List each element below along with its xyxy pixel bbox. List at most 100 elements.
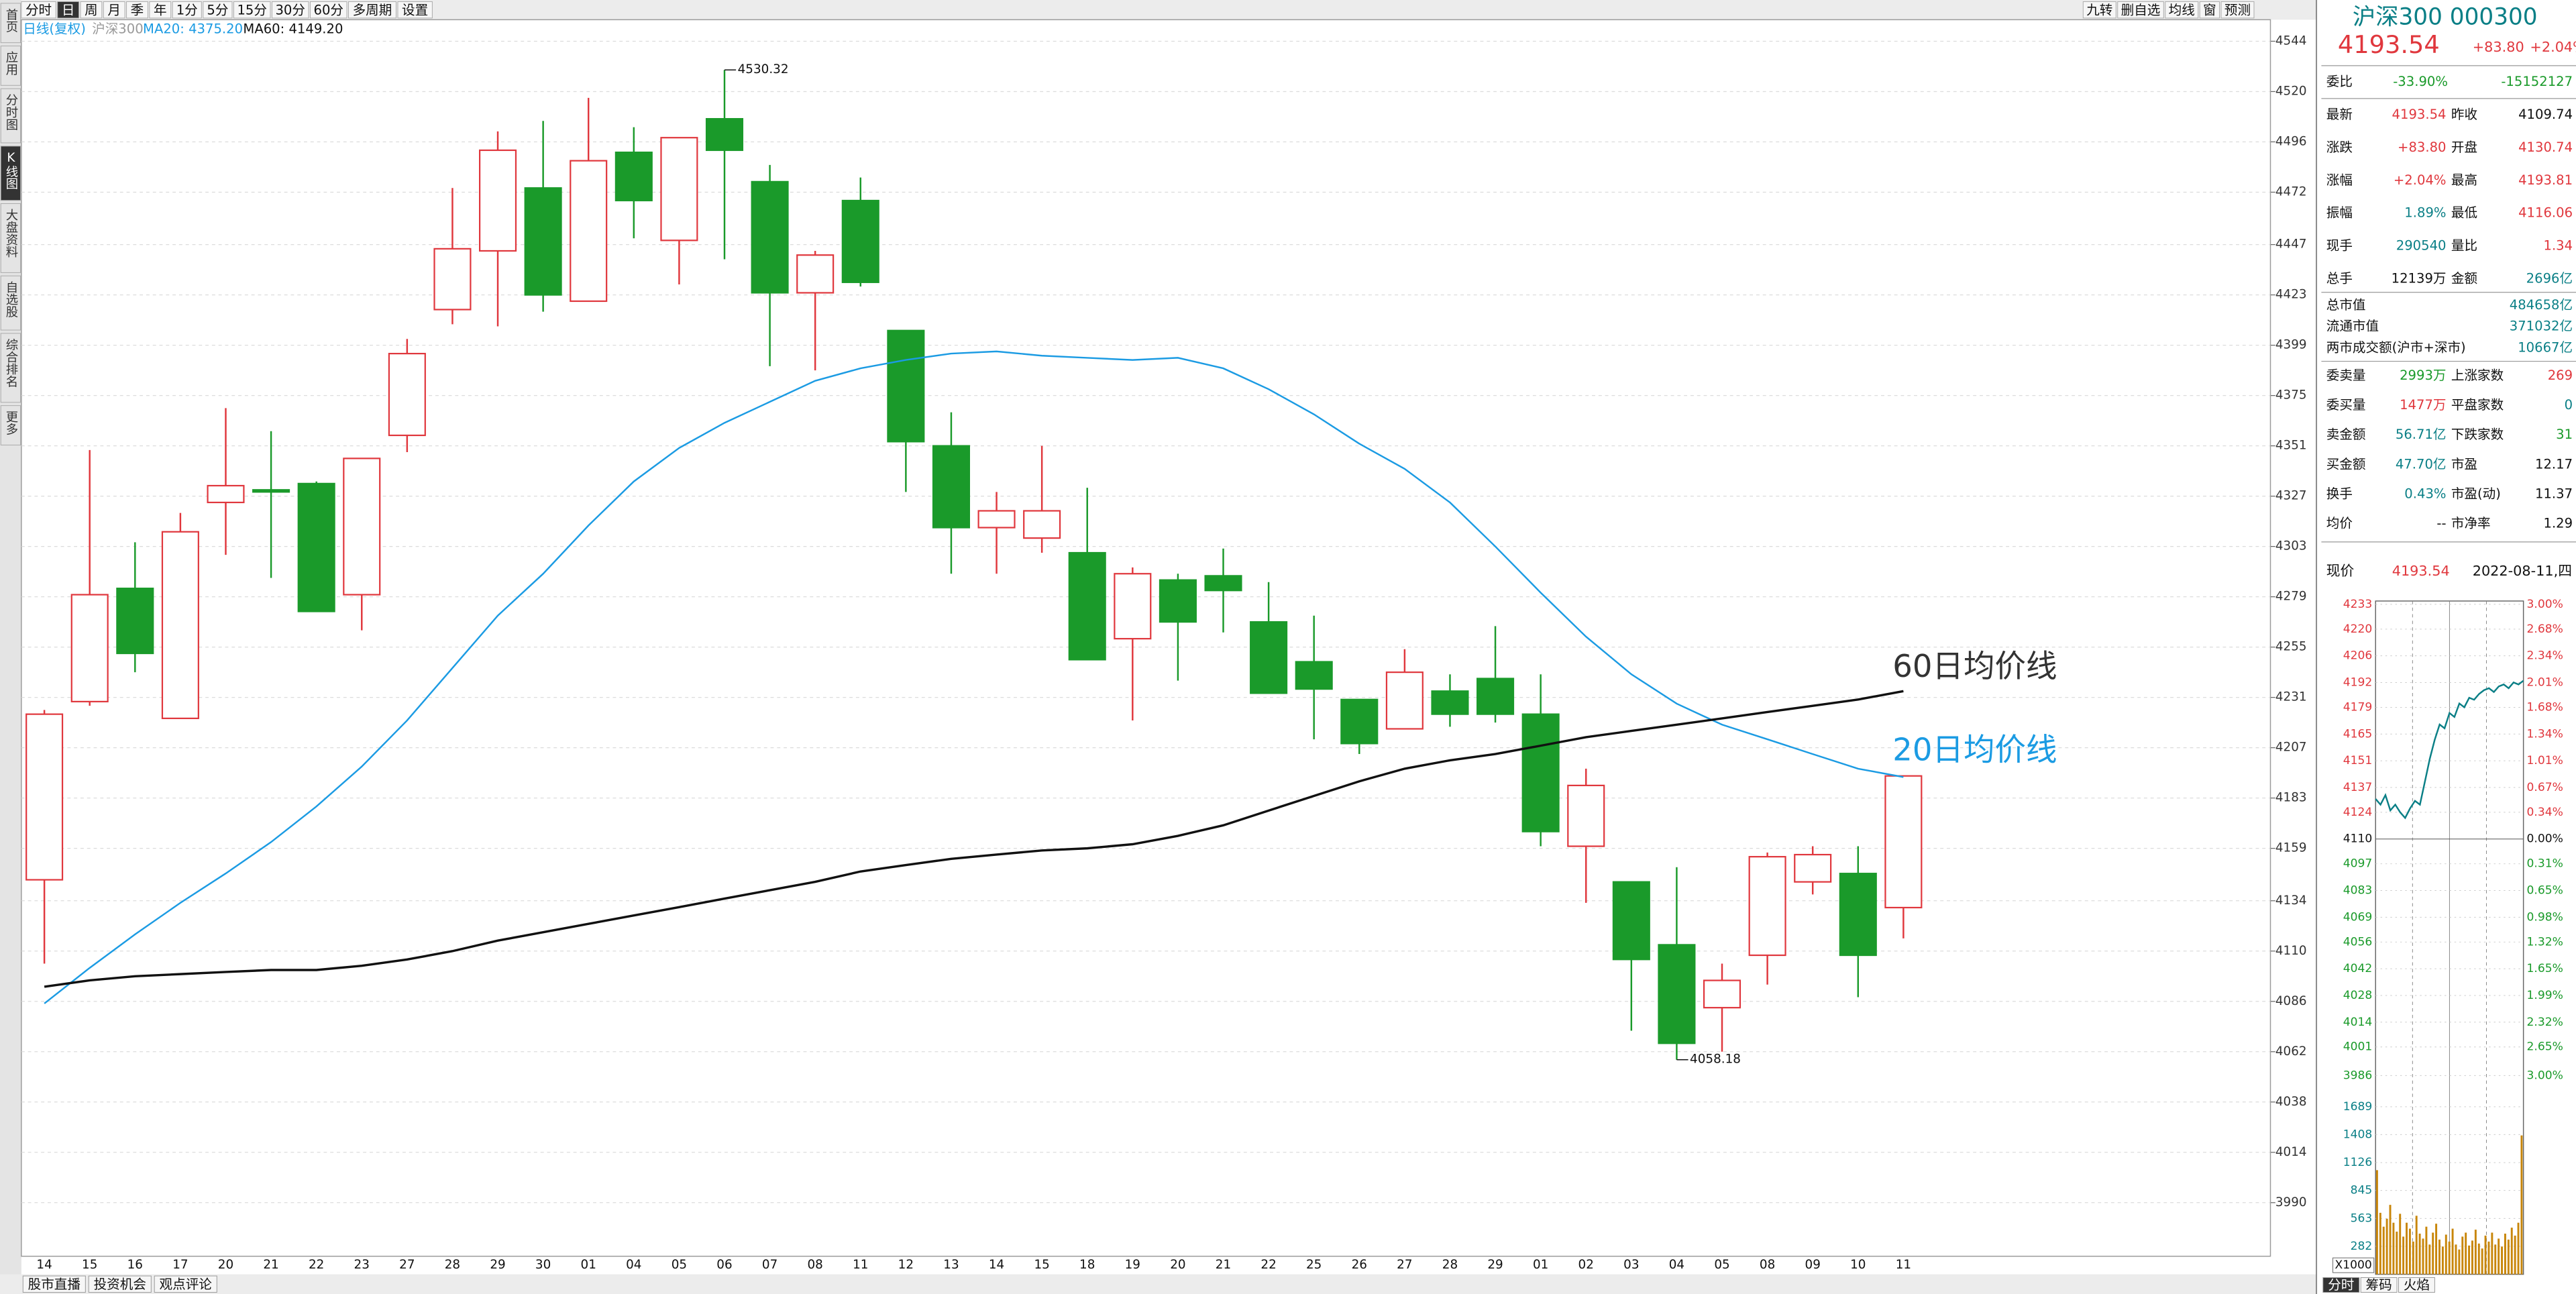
x-tick-label: 14 — [989, 1258, 1004, 1272]
intraday-pct-label: 3.00% — [2527, 598, 2563, 611]
quote-value: 31 — [2556, 427, 2573, 442]
bottom-tab[interactable] — [154, 1275, 217, 1293]
toolbar-button[interactable] — [57, 1, 80, 19]
toolbar-button[interactable] — [103, 1, 125, 19]
candle-body — [1068, 551, 1106, 661]
sidebar-tab[interactable] — [0, 146, 21, 201]
x-tick-label: 01 — [581, 1258, 596, 1272]
toolbar-button[interactable] — [2220, 1, 2255, 19]
toolbar-label[interactable]: 九转 — [2086, 2, 2112, 17]
intraday-pct-label: 0.00% — [2527, 832, 2563, 846]
chart-frame — [21, 19, 2271, 1257]
quote-value: 4193.81 — [2518, 172, 2573, 188]
toolbar-button[interactable] — [2165, 1, 2199, 19]
quote-value: 2993万 — [2400, 368, 2446, 383]
toolbar-button[interactable] — [233, 1, 271, 19]
x-tick-label: 25 — [1306, 1258, 1322, 1272]
quote-tab[interactable] — [2360, 1277, 2398, 1293]
toolbar-label[interactable]: 30分 — [275, 2, 305, 17]
min-label: 4058.18 — [1690, 1053, 1741, 1067]
volume-bar — [2517, 1222, 2520, 1275]
quote-tab[interactable] — [2322, 1277, 2360, 1293]
bottom-tab-label[interactable]: 股市直播 — [28, 1277, 81, 1292]
toolbar-label[interactable]: 设置 — [402, 2, 428, 17]
candle-body — [1703, 979, 1741, 1009]
toolbar-button[interactable] — [203, 1, 233, 19]
sidebar-tab[interactable] — [0, 405, 21, 445]
toolbar-label[interactable]: 60分 — [313, 2, 343, 17]
volume-bar — [2455, 1244, 2457, 1275]
quote-value: 1.29 — [2543, 515, 2573, 531]
intraday-tick-label: 4124 — [2343, 806, 2373, 819]
toolbar-button[interactable] — [309, 1, 347, 19]
toolbar-button[interactable] — [80, 1, 103, 19]
volume-bar — [2428, 1244, 2431, 1275]
y-tick-label: 4159 — [2275, 841, 2307, 855]
volume-bar — [2435, 1224, 2438, 1275]
toolbar-button[interactable] — [2117, 1, 2164, 19]
toolbar-label[interactable]: 季 — [131, 2, 144, 17]
sidebar-tab[interactable] — [0, 3, 21, 44]
quote-tab-label[interactable]: 火焰 — [2404, 1277, 2430, 1293]
toolbar-label[interactable]: 15分 — [237, 2, 267, 17]
sidebar-label[interactable]: 分时图 — [4, 94, 18, 131]
bottom-tab-label[interactable]: 观点评论 — [160, 1277, 213, 1292]
candle-body — [1794, 853, 1832, 883]
sidebar-tab[interactable] — [0, 88, 21, 144]
toolbar-label[interactable]: 日 — [62, 2, 75, 17]
volume-tick-label: 1689 — [2343, 1100, 2373, 1114]
toolbar-label[interactable]: 5分 — [207, 2, 228, 17]
quote-tab[interactable] — [2398, 1277, 2435, 1293]
y-tick-label: 4375 — [2275, 388, 2307, 402]
bottom-tab[interactable] — [22, 1275, 86, 1293]
toolbar-button[interactable] — [2199, 1, 2220, 19]
y-tick-label: 4183 — [2275, 791, 2307, 805]
toolbar-button[interactable] — [347, 1, 396, 19]
toolbar-button[interactable] — [149, 1, 172, 19]
quote-tab-label[interactable]: 筹码 — [2366, 1277, 2392, 1293]
sidebar-label[interactable]: 应用 — [4, 51, 18, 76]
sidebar-label[interactable]: 综合排名 — [4, 338, 18, 387]
toolbar-label[interactable]: 窗 — [2203, 2, 2216, 17]
quote-value: 12139万 — [2392, 271, 2447, 286]
volume-bar — [2514, 1235, 2516, 1275]
toolbar-button[interactable] — [21, 1, 56, 19]
toolbar-button[interactable] — [2082, 1, 2116, 19]
sidebar-tab[interactable] — [0, 333, 21, 403]
bottom-tab-label[interactable]: 投资机会 — [94, 1277, 146, 1292]
intraday-pct-label: 0.98% — [2527, 910, 2563, 924]
intraday-tick-label: 4097 — [2343, 857, 2373, 871]
bottom-tab[interactable] — [88, 1275, 152, 1293]
sidebar-label[interactable]: 首页 — [4, 8, 18, 33]
toolbar-label[interactable]: 均线 — [2169, 2, 2195, 17]
quote-label: 涨幅 — [2326, 172, 2353, 188]
sidebar-label[interactable]: 自选股 — [4, 281, 18, 318]
toolbar-label[interactable]: 预测 — [2224, 2, 2251, 17]
intraday-tick-label: 4028 — [2343, 989, 2373, 1002]
toolbar-button[interactable] — [126, 1, 148, 19]
quote-value: 4130.74 — [2518, 140, 2573, 155]
sidebar-tab[interactable] — [0, 275, 21, 331]
volume-bar — [2510, 1228, 2513, 1275]
sidebar-tab[interactable] — [0, 46, 21, 86]
toolbar-button[interactable] — [172, 1, 202, 19]
toolbar-button[interactable] — [397, 1, 433, 19]
toolbar-label[interactable]: 多周期 — [353, 2, 392, 17]
sidebar-label[interactable]: 大盘资料 — [4, 209, 18, 258]
volume-tick-label: 845 — [2351, 1184, 2373, 1197]
toolbar-label[interactable]: 月 — [107, 2, 121, 17]
toolbar-label[interactable]: 年 — [154, 2, 167, 17]
quote-tab-label[interactable]: 分时 — [2328, 1277, 2354, 1293]
sidebar-label[interactable]: 更多 — [4, 411, 18, 435]
toolbar-label[interactable]: 1分 — [176, 2, 198, 17]
sidebar-label[interactable]: K线图 — [4, 151, 18, 190]
cap-label: 两市成交额(沪市+深市) — [2326, 339, 2466, 355]
volume-bar — [2445, 1234, 2447, 1275]
intraday-tick-label: 4069 — [2343, 910, 2373, 924]
toolbar-label[interactable]: 分时 — [25, 2, 52, 17]
toolbar-label[interactable]: 删自选 — [2121, 2, 2161, 17]
toolbar-label[interactable]: 周 — [85, 2, 98, 17]
sidebar-tab[interactable] — [0, 203, 21, 273]
intraday-pct-label: 2.01% — [2527, 676, 2563, 689]
toolbar-button[interactable] — [271, 1, 309, 19]
